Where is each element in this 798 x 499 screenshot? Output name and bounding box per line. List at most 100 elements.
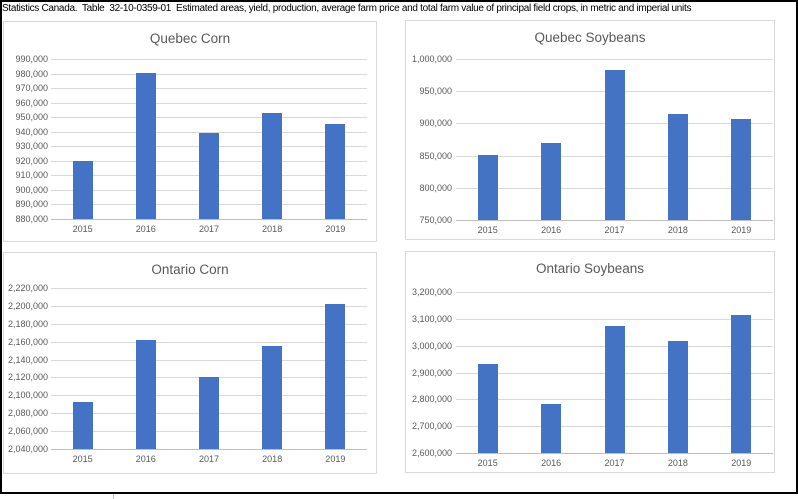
- y-axis-tick-label: 880,000: [15, 214, 48, 224]
- bar-quebec-soybeans-2019: [731, 118, 752, 220]
- frame-border-bottom: [0, 492, 798, 494]
- x-axis-tick-label: 2017: [198, 454, 220, 464]
- y-axis-tick-label: 970,000: [15, 83, 48, 94]
- x-axis-tick-label: 2017: [604, 458, 625, 468]
- x-axis-tick-label: 2019: [325, 224, 346, 234]
- x-axis-tick-label: 2015: [477, 458, 498, 468]
- plot-area: 750,000 800,000 850,000 900,000 950,000 1,000…: [406, 21, 774, 239]
- x-axis-tick-label: 2015: [72, 454, 93, 464]
- plot-area: 880,000 890,000 900,000 910,000 920,000 930,0…: [4, 22, 376, 241]
- y-axis-tick-label: 800,000: [419, 182, 452, 193]
- bar-ontario-soybeans-2018: [667, 340, 688, 453]
- y-gridline: [51, 117, 367, 119]
- y-gridline: [51, 88, 367, 90]
- bar-quebec-soybeans-2016: [541, 143, 562, 220]
- x-axis-tick-label: 2019: [731, 225, 752, 235]
- bar-quebec-corn-2015: [72, 160, 93, 219]
- bar-quebec-soybeans-2018: [667, 113, 688, 220]
- bar-ontario-soybeans-2016: [541, 404, 562, 453]
- y-gridline: [456, 318, 773, 320]
- x-axis-tick-label: 2018: [667, 458, 688, 468]
- y-axis-tick-label: 930,000: [15, 141, 48, 152]
- bar-quebec-corn-2019: [325, 124, 346, 219]
- x-axis-tick-label: 2018: [262, 224, 283, 234]
- y-axis-tick-label: 2,200,000: [7, 300, 48, 311]
- plot-area: 2,600,000 2,700,000 2,800,000 2,900,000 3,00…: [406, 252, 774, 472]
- x-axis-tick-label: 2019: [325, 454, 346, 464]
- y-gridline: [51, 359, 367, 361]
- frame-border-top: [0, 0, 798, 2]
- sheet-header-text: Statistics Canada. Table 32-10-0359-01 E…: [2, 3, 692, 14]
- x-axis-tick-label: 2018: [262, 454, 283, 464]
- bar-quebec-soybeans-2015: [477, 154, 498, 220]
- y-axis-tick-label: 910,000: [15, 170, 48, 181]
- cell-gridline: [113, 494, 114, 499]
- chart-title: Ontario Corn: [151, 262, 229, 277]
- x-axis-tick-label: 2017: [604, 225, 625, 235]
- frame-border-right: [796, 0, 798, 494]
- chart-panel-ontario-corn[interactable]: Ontario Corn 2,040,000 2,060,000 2,080,000…: [3, 252, 377, 474]
- y-axis-tick-label: 2,140,000: [7, 354, 48, 365]
- y-axis-tick-label: 2,700,000: [411, 421, 452, 432]
- y-gridline: [51, 102, 367, 104]
- y-gridline: [51, 131, 367, 133]
- bar-ontario-corn-2015: [72, 401, 93, 449]
- x-axis-line: [456, 453, 773, 454]
- chart-panel-quebec-soybeans[interactable]: Quebec Soybeans 750,000 800,000 850,000 900…: [405, 20, 775, 240]
- y-axis-tick-label: 3,100,000: [411, 313, 452, 324]
- x-axis-line: [51, 219, 367, 220]
- x-axis-line: [51, 449, 367, 450]
- x-axis-tick-label: 2018: [667, 225, 688, 235]
- x-axis-tick-label: 2017: [198, 224, 220, 234]
- y-axis-tick-label: 2,100,000: [7, 390, 48, 401]
- y-axis-tick-label: 900,000: [419, 118, 452, 129]
- y-gridline: [51, 341, 367, 343]
- bar-ontario-soybeans-2019: [731, 314, 752, 453]
- y-axis-tick-label: 2,060,000: [7, 426, 48, 437]
- y-axis-tick-label: 960,000: [15, 97, 48, 108]
- x-axis-tick-label: 2016: [541, 458, 562, 468]
- chart-title: Quebec Corn: [149, 31, 231, 46]
- bar-ontario-corn-2018: [262, 346, 283, 449]
- bar-quebec-corn-2017: [199, 133, 219, 219]
- y-axis-tick-label: 950,000: [15, 112, 48, 123]
- y-gridline: [51, 323, 367, 325]
- y-axis-tick-label: 980,000: [15, 68, 48, 79]
- y-gridline: [51, 59, 367, 60]
- bar-ontario-corn-2017: [199, 377, 219, 449]
- bar-ontario-corn-2019: [325, 304, 346, 449]
- y-axis-tick-label: 990,000: [15, 54, 48, 64]
- y-axis-tick-label: 950,000: [419, 86, 452, 97]
- y-axis-tick-label: 940,000: [15, 126, 48, 137]
- bar-ontario-corn-2016: [135, 339, 156, 449]
- y-gridline: [51, 288, 367, 289]
- y-gridline: [51, 73, 367, 75]
- plot-area: 2,040,000 2,060,000 2,080,000 2,100,000 2,12…: [4, 253, 376, 473]
- chart-panel-quebec-corn[interactable]: Quebec Corn 880,000 890,000 900,000 910,000…: [3, 21, 377, 242]
- x-axis-tick-label: 2015: [72, 224, 93, 234]
- x-axis-tick-label: 2016: [135, 454, 156, 464]
- y-axis-tick-label: 1,000,000: [411, 54, 452, 64]
- y-axis-tick-label: 2,080,000: [7, 408, 48, 419]
- chart-title: Quebec Soybeans: [534, 30, 646, 45]
- y-axis-tick-label: 750,000: [419, 215, 452, 225]
- x-axis-line: [456, 220, 773, 221]
- y-axis-tick-label: 850,000: [419, 150, 452, 161]
- chart-title: Ontario Soybeans: [535, 261, 645, 276]
- y-axis-tick-label: 2,600,000: [411, 448, 452, 458]
- y-axis-tick-label: 890,000: [15, 199, 48, 210]
- y-axis-tick-label: 3,000,000: [411, 340, 452, 351]
- x-axis-tick-label: 2016: [135, 224, 156, 234]
- bar-quebec-corn-2018: [262, 112, 283, 219]
- y-axis-tick-label: 920,000: [15, 155, 48, 166]
- y-axis-tick-label: 2,160,000: [7, 336, 48, 347]
- chart-panel-ontario-soybeans[interactable]: Ontario Soybeans 2,600,000 2,700,000 2,800…: [405, 251, 775, 473]
- y-axis-tick-label: 2,220,000: [7, 283, 48, 293]
- bar-quebec-soybeans-2017: [604, 69, 625, 220]
- x-axis-tick-label: 2016: [541, 225, 562, 235]
- bar-ontario-soybeans-2017: [604, 326, 625, 453]
- y-axis-tick-label: 2,180,000: [7, 318, 48, 329]
- y-axis-tick-label: 2,800,000: [411, 394, 452, 405]
- y-axis-tick-label: 2,120,000: [7, 372, 48, 383]
